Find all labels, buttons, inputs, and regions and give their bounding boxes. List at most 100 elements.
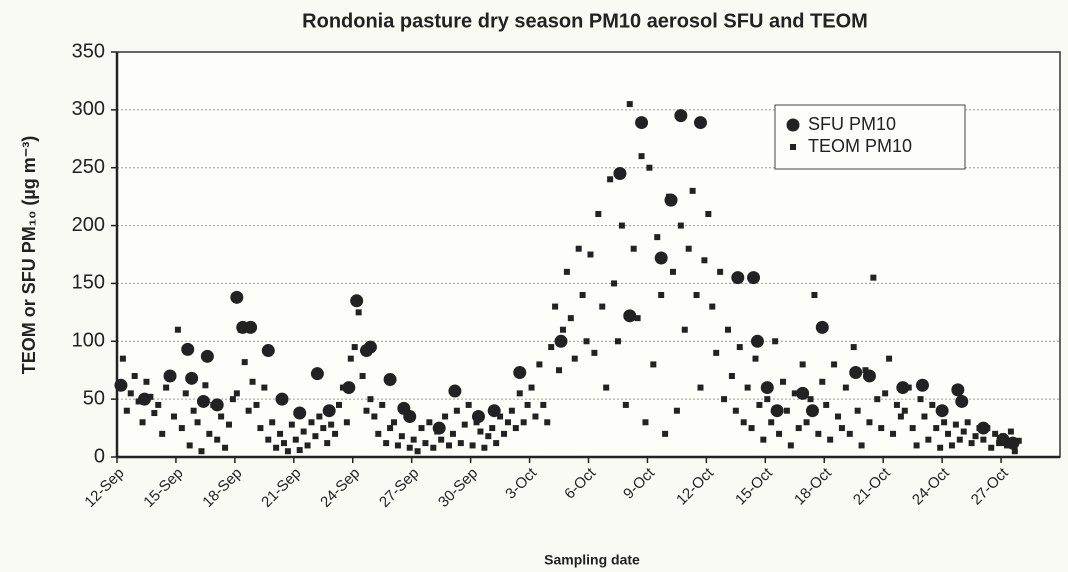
point	[756, 401, 763, 408]
point	[497, 413, 504, 420]
point	[328, 421, 335, 428]
point	[265, 436, 272, 443]
point	[622, 401, 629, 408]
point	[618, 222, 625, 229]
point	[363, 340, 377, 354]
point	[952, 421, 959, 428]
point	[394, 442, 401, 449]
point	[890, 430, 897, 437]
point	[332, 430, 339, 437]
legend-marker	[786, 118, 800, 132]
point	[921, 413, 928, 420]
point	[823, 401, 830, 408]
point	[310, 367, 324, 381]
point	[799, 361, 806, 368]
point	[513, 366, 527, 380]
x-tick-label: 15-Oct	[732, 464, 776, 508]
point	[1015, 437, 1022, 444]
point	[646, 164, 653, 171]
point	[731, 271, 745, 285]
point	[905, 384, 912, 391]
point	[842, 384, 849, 391]
point	[178, 425, 185, 432]
point	[244, 320, 258, 334]
point	[996, 440, 1003, 447]
point	[752, 355, 759, 362]
point	[198, 448, 205, 455]
point	[747, 271, 761, 285]
point	[438, 436, 445, 443]
point	[489, 425, 496, 432]
point	[992, 430, 999, 437]
point	[548, 344, 555, 351]
point	[893, 401, 900, 408]
point	[127, 390, 134, 397]
point	[280, 440, 287, 447]
point	[862, 367, 869, 374]
y-tick-label: 250	[72, 156, 105, 178]
point	[465, 401, 472, 408]
x-tick-label: 18-Sep	[199, 465, 245, 511]
y-tick-label: 0	[94, 445, 105, 467]
point	[446, 442, 453, 449]
point	[878, 425, 885, 432]
point	[383, 372, 397, 386]
point	[948, 442, 955, 449]
point	[599, 303, 606, 310]
point	[241, 359, 248, 366]
point	[351, 344, 358, 351]
point	[654, 251, 668, 265]
point	[1003, 442, 1010, 449]
point	[371, 413, 378, 420]
point	[689, 187, 696, 194]
point	[174, 326, 181, 333]
point	[304, 442, 311, 449]
point	[206, 430, 213, 437]
point	[849, 366, 863, 380]
point	[119, 355, 126, 362]
y-tick-label: 300	[72, 98, 105, 120]
point	[182, 390, 189, 397]
point	[293, 406, 307, 420]
point	[634, 315, 641, 322]
point	[418, 425, 425, 432]
point	[147, 393, 154, 400]
point	[159, 430, 166, 437]
point	[567, 315, 574, 322]
point	[277, 430, 284, 437]
point	[115, 382, 122, 389]
point	[760, 381, 774, 395]
chart-title: Rondonia pasture dry season PM10 aerosol…	[302, 10, 868, 32]
point	[980, 436, 987, 443]
point	[764, 396, 771, 403]
point	[772, 338, 779, 345]
point	[587, 251, 594, 258]
point	[335, 401, 342, 408]
point	[406, 444, 413, 451]
point	[383, 440, 390, 447]
x-tick-label: 15-Sep	[140, 465, 186, 511]
point	[724, 326, 731, 333]
point	[288, 421, 295, 428]
x-tick-label: 6-Oct	[561, 464, 600, 503]
point	[611, 280, 618, 287]
legend-label: TEOM PM10	[808, 136, 912, 156]
point	[929, 401, 936, 408]
point	[614, 338, 621, 345]
point	[233, 390, 240, 397]
point	[976, 425, 983, 432]
point	[662, 430, 669, 437]
point	[185, 371, 199, 385]
point	[229, 396, 236, 403]
point	[222, 444, 229, 451]
x-tick-label: 9-Oct	[620, 464, 659, 503]
point	[854, 407, 861, 414]
point	[791, 390, 798, 397]
point	[925, 436, 932, 443]
point	[249, 378, 256, 385]
point	[151, 410, 158, 417]
point	[901, 407, 908, 414]
x-tick-label: 27-Sep	[376, 465, 422, 511]
point	[1007, 428, 1014, 435]
point	[796, 386, 810, 400]
